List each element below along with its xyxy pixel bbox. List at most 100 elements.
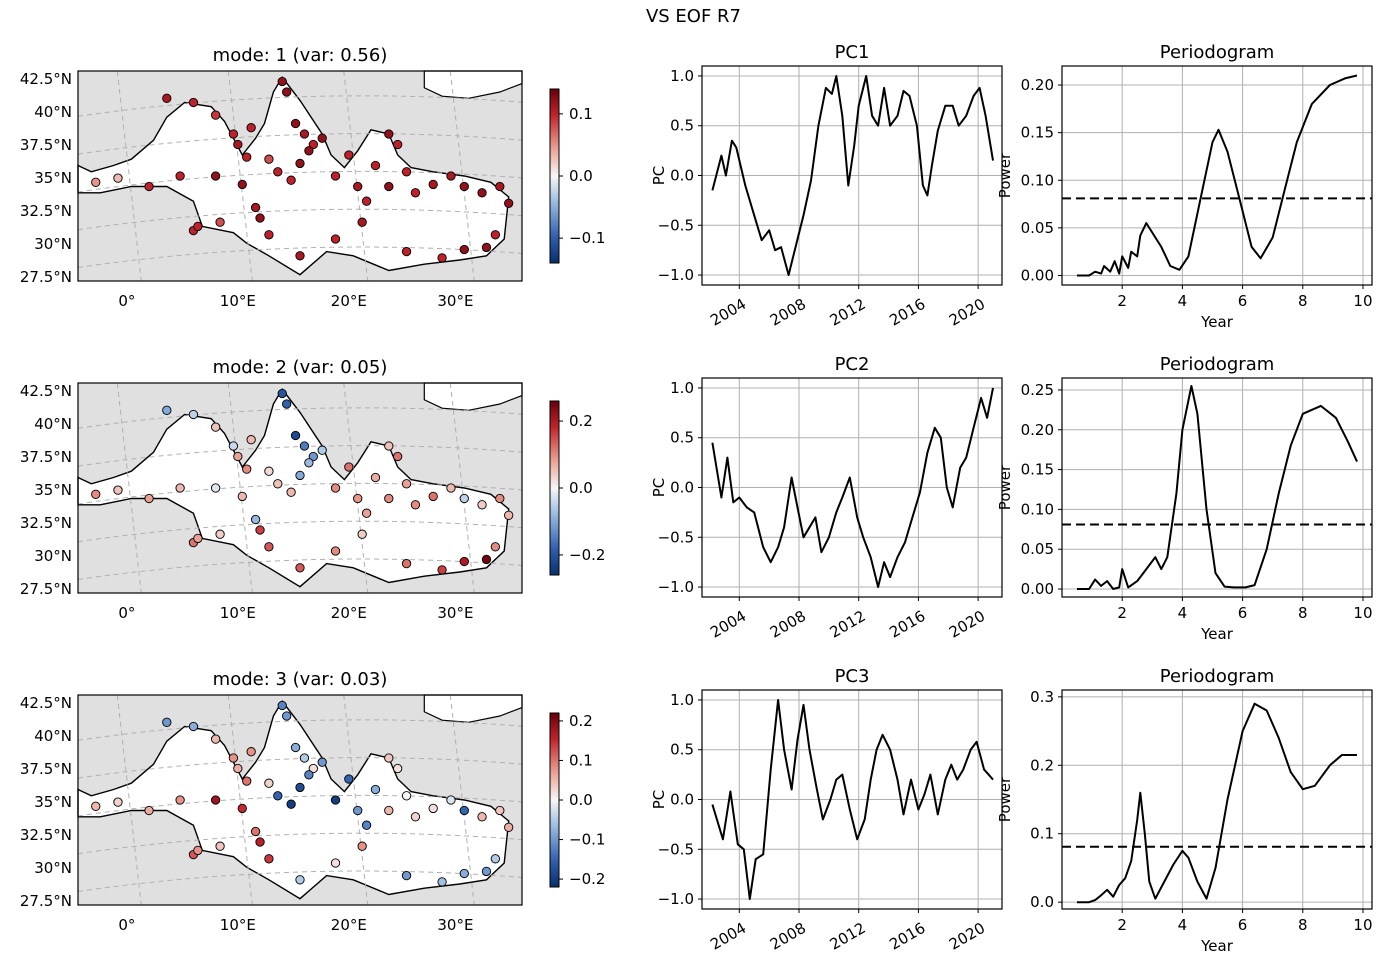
x-tick-label: 4 (1178, 604, 1188, 622)
station-marker (446, 171, 456, 181)
x-tick-label: 2 (1117, 916, 1127, 934)
lon-tick-label: 30°E (437, 916, 473, 934)
map-panel-1: mode: 1 (var: 0.56) 42.5°N 40°N 37.5°N 35°N 3… (20, 45, 606, 310)
periodogram-panel-2: Periodogram 0.25 0.20 0.15 0.10 0.05 0.00 2 4 6 8 1… (996, 354, 1373, 643)
x-tick-label: 4 (1178, 292, 1188, 310)
station-marker (210, 110, 221, 120)
station-marker (175, 171, 185, 181)
station-marker (361, 196, 372, 206)
lat-tick-label: 40°N (34, 727, 72, 745)
station-marker (495, 181, 505, 192)
lat-tick-label: 42.5°N (20, 694, 72, 712)
station-marker (370, 472, 381, 483)
station-marker (188, 97, 199, 108)
station-marker (264, 466, 274, 476)
periodogram-title: Periodogram (1160, 354, 1275, 375)
station-marker (193, 533, 203, 544)
station-marker (495, 805, 505, 816)
lat-tick-label: 42.5°N (20, 70, 72, 88)
lon-tick-label: 30°E (437, 292, 473, 310)
plot-frame (1061, 689, 1373, 910)
station-marker (210, 422, 221, 432)
station-marker (295, 782, 305, 793)
lat-tick-label: 30°N (34, 859, 72, 877)
x-tick-label: 2016 (886, 607, 928, 642)
station-marker (246, 435, 256, 445)
lat-tick-label: 27.5°N (20, 892, 72, 910)
x-tick-label: 2008 (767, 607, 809, 642)
y-tick-label: −0.5 (658, 216, 694, 234)
station-marker (295, 875, 305, 885)
station-marker (384, 805, 394, 816)
station-marker (175, 795, 185, 805)
station-marker (344, 150, 354, 160)
periodogram-title: Periodogram (1160, 666, 1275, 687)
station-marker (357, 217, 367, 227)
station-marker (144, 493, 154, 504)
station-marker (228, 129, 239, 139)
station-marker (233, 451, 243, 462)
y-tick-label: −0.5 (658, 528, 694, 546)
station-marker (317, 757, 327, 767)
station-marker (264, 154, 274, 164)
x-tick-label: 2020 (946, 607, 988, 642)
colorbar-tick-label: −0.1 (569, 229, 605, 247)
y-tick-label: 0.5 (670, 117, 694, 135)
station-marker (357, 841, 367, 851)
station-marker (242, 152, 252, 162)
colorbar-tick-label: −0.1 (569, 831, 605, 849)
x-tick-label: 8 (1298, 292, 1308, 310)
colorbar-tick-label: 0.0 (569, 479, 593, 497)
pc-series-line (711, 387, 994, 588)
plot-frame (1061, 65, 1373, 286)
pc-title: PC1 (835, 42, 870, 63)
lat-tick-label: 37.5°N (20, 760, 72, 778)
station-marker (250, 826, 261, 837)
station-marker (264, 854, 274, 864)
station-marker (330, 546, 341, 556)
station-marker (91, 489, 101, 499)
power-series-line (1077, 702, 1357, 904)
lat-tick-label: 40°N (34, 103, 72, 121)
x-tick-label: 2 (1117, 604, 1127, 622)
y-tick-label: 0.10 (1021, 171, 1054, 189)
station-marker (308, 763, 318, 774)
station-marker (255, 525, 265, 535)
station-marker (162, 93, 172, 103)
x-tick-label: 10 (1353, 292, 1372, 310)
lat-tick-label: 35°N (34, 793, 72, 811)
lat-tick-label: 30°N (34, 235, 72, 253)
station-marker (144, 181, 154, 192)
figure-title: VS EOF R7 (645, 6, 742, 27)
station-marker (91, 177, 101, 187)
y-tick-label: 0.05 (1021, 540, 1054, 558)
plot-frame (701, 65, 1003, 286)
lon-tick-label: 20°E (331, 916, 367, 934)
station-marker (277, 700, 287, 711)
station-marker (290, 118, 301, 129)
x-tick-label: 2004 (707, 919, 749, 954)
station-marker (228, 441, 239, 451)
station-marker (361, 508, 372, 518)
station-marker (210, 795, 221, 805)
station-marker (459, 244, 469, 255)
periodogram-panel-3: Periodogram 0.3 0.2 0.1 0.0 2 4 6 8 10 Year Power (996, 666, 1373, 955)
station-marker (428, 491, 438, 502)
map-panel-2: mode: 2 (var: 0.05) 42.5°N 40°N 37.5°N 35°N 3… (20, 357, 606, 622)
station-marker (459, 493, 469, 504)
y-tick-label: 0.3 (1030, 688, 1054, 706)
station-marker (459, 556, 469, 567)
station-marker (188, 721, 199, 732)
y-tick-label: 0.1 (1030, 825, 1054, 843)
colorbar (549, 400, 560, 576)
y-tick-label: −0.5 (658, 840, 694, 858)
lat-tick-label: 40°N (34, 415, 72, 433)
station-marker (330, 858, 341, 868)
station-marker (344, 774, 354, 784)
y-tick-label: 1.0 (670, 67, 694, 85)
station-marker (277, 76, 287, 87)
station-marker (446, 483, 456, 493)
station-marker (233, 763, 243, 774)
station-marker (299, 441, 310, 451)
station-marker (215, 841, 225, 851)
